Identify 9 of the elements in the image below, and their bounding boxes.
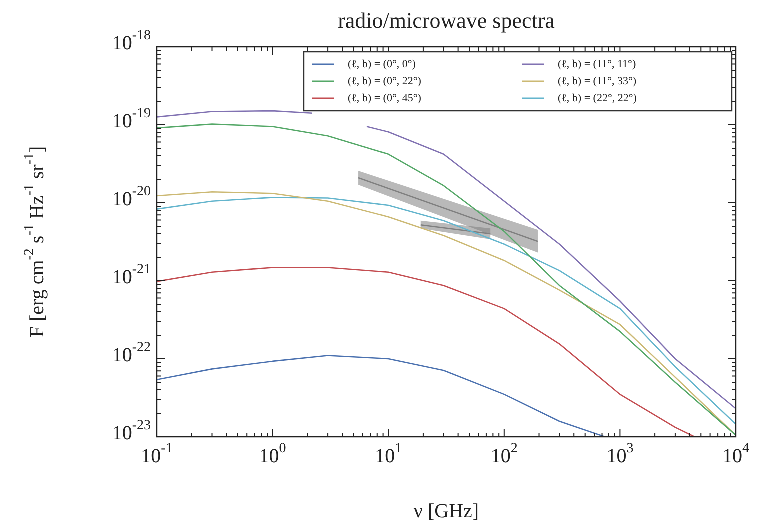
legend-label: (ℓ, b) = (0°, 22°) (348, 75, 422, 88)
legend-label: (ℓ, b) = (22°, 22°) (558, 92, 638, 104)
x-axis-title: ν [GHz] (414, 500, 480, 522)
legend-label: (ℓ, b) = (0°, 0°) (348, 58, 416, 70)
legend-label: (ℓ, b) = (11°, 33°) (558, 75, 637, 88)
text: F [erg cm-2 s-1 Hz-1 sr-1] (22, 146, 48, 338)
legend-label: (ℓ, b) = (0°, 45°) (348, 92, 422, 104)
legend-label: (ℓ, b) = (11°, 11°) (558, 58, 636, 70)
chart-title: radio/microwave spectra (338, 8, 556, 33)
